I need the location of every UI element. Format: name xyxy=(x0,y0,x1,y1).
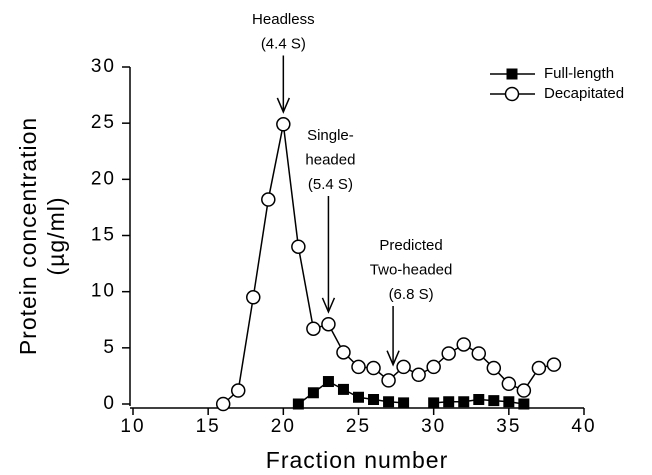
data-point xyxy=(261,192,276,207)
data-point xyxy=(501,376,517,392)
data-point xyxy=(443,396,455,408)
data-point xyxy=(531,360,547,376)
data-point xyxy=(292,398,304,410)
data-point xyxy=(488,395,500,407)
data-point xyxy=(396,359,411,375)
legend-label: Full-length xyxy=(544,65,614,82)
y-tick-label: 15 xyxy=(91,225,116,246)
data-point xyxy=(428,397,440,409)
data-point xyxy=(426,359,441,375)
data-point xyxy=(321,316,336,332)
y-tick-label: 0 xyxy=(103,393,116,414)
legend-marker xyxy=(506,68,518,80)
annotation-text: Predicted xyxy=(379,237,442,254)
data-point xyxy=(215,396,231,412)
data-point xyxy=(306,321,321,336)
data-point xyxy=(471,346,487,361)
x-tick-label: 25 xyxy=(346,416,371,437)
x-axis-label: Fraction number xyxy=(266,447,448,473)
annotation-arrowhead xyxy=(321,297,336,314)
annotation-arrowhead xyxy=(276,97,291,114)
y-tick-label: 25 xyxy=(91,112,116,133)
data-point xyxy=(337,383,349,395)
data-point xyxy=(368,394,380,406)
data-point xyxy=(291,239,306,254)
y-axis-label-group: Protein concentration (µg/ml) xyxy=(15,117,69,355)
data-point xyxy=(383,396,395,408)
y-axis-label: Protein concentration xyxy=(15,117,41,355)
data-point xyxy=(441,346,456,361)
y-tick-label: 5 xyxy=(103,337,116,358)
x-tick-label: 40 xyxy=(571,416,596,437)
x-tick-label: 15 xyxy=(196,416,221,437)
data-point xyxy=(366,360,381,376)
data-point xyxy=(381,373,396,388)
annotation-arrowhead xyxy=(386,350,400,367)
data-point xyxy=(518,398,530,410)
legend-marker xyxy=(504,86,520,102)
y-tick-label: 30 xyxy=(91,56,116,77)
data-point xyxy=(516,383,532,398)
annotation-text: headed xyxy=(305,151,355,168)
data-point xyxy=(411,367,426,383)
annotation-text: Two-headed xyxy=(370,261,453,278)
annotation-text: (4.4 S) xyxy=(261,35,306,52)
data-point xyxy=(307,387,319,399)
data-point xyxy=(486,360,502,376)
annotation-text: Headless xyxy=(252,11,315,28)
data-point xyxy=(246,290,261,305)
data-point xyxy=(276,117,291,132)
y-tick-label: 20 xyxy=(91,168,116,189)
data-point xyxy=(351,359,366,375)
data-point xyxy=(546,357,562,372)
data-point xyxy=(353,391,364,403)
legend-label: Decapitated xyxy=(544,85,624,102)
x-tick-label: 20 xyxy=(271,416,296,437)
data-point xyxy=(458,396,470,408)
data-point xyxy=(230,383,246,398)
data-point xyxy=(398,397,410,409)
data-point xyxy=(503,396,515,408)
data-point xyxy=(456,337,471,352)
y-tick-label: 10 xyxy=(91,281,116,302)
data-point xyxy=(336,345,351,360)
x-tick-label: 30 xyxy=(421,416,446,437)
annotation-text: (6.8 S) xyxy=(389,286,434,303)
data-point xyxy=(322,376,334,388)
annotation-text: (5.4 S) xyxy=(308,176,353,193)
x-tick-label: 10 xyxy=(120,416,145,437)
x-tick-label: 35 xyxy=(496,416,521,437)
data-point xyxy=(473,394,485,406)
annotation-text: Single- xyxy=(307,127,354,144)
y-axis-label: (µg/ml) xyxy=(43,196,69,275)
